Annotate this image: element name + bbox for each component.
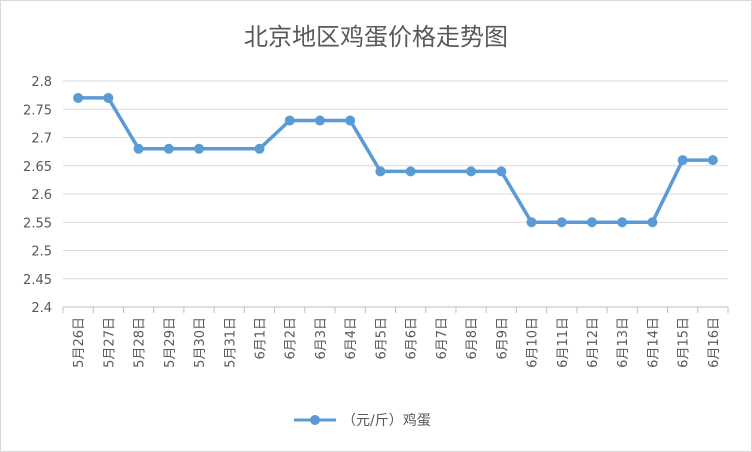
data-point	[375, 166, 386, 177]
y-tick-label: 2.75	[23, 103, 52, 118]
y-tick-label: 2.45	[23, 273, 52, 288]
data-point	[254, 143, 265, 154]
data-point	[586, 217, 597, 228]
x-tick-label: 6月5日	[374, 317, 389, 360]
x-tick-label: 5月30日	[193, 317, 208, 368]
x-tick-label: 6月15日	[677, 317, 692, 368]
data-point	[194, 143, 205, 154]
x-tick-label: 6月13日	[616, 317, 631, 368]
y-tick-label: 2.4	[31, 301, 52, 316]
x-tick-label: 6月12日	[586, 317, 601, 368]
x-tick-label: 5月31日	[223, 317, 238, 368]
x-tick-label: 6月1日	[253, 317, 268, 360]
legend: （元/斤）鸡蛋	[294, 412, 431, 429]
y-tick-label: 2.65	[23, 160, 52, 175]
x-tick-label: 5月28日	[133, 317, 148, 368]
data-point	[466, 166, 477, 177]
x-tick-label: 6月16日	[707, 317, 722, 368]
data-point	[103, 92, 114, 103]
data-point	[707, 155, 718, 166]
y-tick-label: 2.55	[23, 216, 52, 231]
x-tick-label: 5月26日	[72, 317, 87, 368]
y-tick-label: 2.5	[31, 245, 52, 260]
y-tick-label: 2.7	[31, 132, 52, 147]
x-tick-label: 6月7日	[435, 317, 450, 360]
data-point	[526, 217, 537, 228]
series-layer	[73, 92, 718, 228]
data-point	[284, 115, 295, 126]
chart-title: 北京地区鸡蛋价格走势图	[244, 23, 508, 51]
x-tick-label: 6月9日	[495, 317, 510, 360]
data-point	[163, 143, 174, 154]
data-point	[314, 115, 325, 126]
legend-label: （元/斤）鸡蛋	[342, 412, 431, 429]
data-point	[677, 155, 688, 166]
axes: 2.4 2.45 2.5 2.55 2.6 2.65 2.7 2.75 2.8 5月26日 5月27…	[23, 75, 729, 368]
series-line	[76, 96, 715, 225]
data-point	[345, 115, 356, 126]
x-tick-label: 6月8日	[465, 317, 480, 360]
x-tick-label: 6月14日	[646, 317, 661, 368]
data-point	[647, 217, 658, 228]
x-tick-label: 6月6日	[405, 317, 420, 360]
x-tick-label: 6月3日	[314, 317, 329, 360]
x-tick-label: 6月11日	[556, 317, 571, 368]
data-point	[617, 217, 628, 228]
x-tick-label: 6月10日	[526, 317, 541, 368]
x-tick-label: 6月4日	[344, 317, 359, 360]
data-point	[496, 166, 507, 177]
x-tick-label: 5月27日	[102, 317, 117, 368]
data-point	[133, 143, 144, 154]
legend-swatch-marker	[310, 415, 320, 425]
data-point	[556, 217, 567, 228]
data-point	[405, 166, 416, 177]
y-tick-label: 2.8	[31, 75, 52, 90]
gridlines	[63, 80, 728, 280]
x-tick-label: 6月2日	[284, 317, 299, 360]
data-point	[73, 92, 84, 103]
y-tick-label: 2.6	[31, 188, 52, 203]
x-tick-label: 5月29日	[163, 317, 178, 368]
